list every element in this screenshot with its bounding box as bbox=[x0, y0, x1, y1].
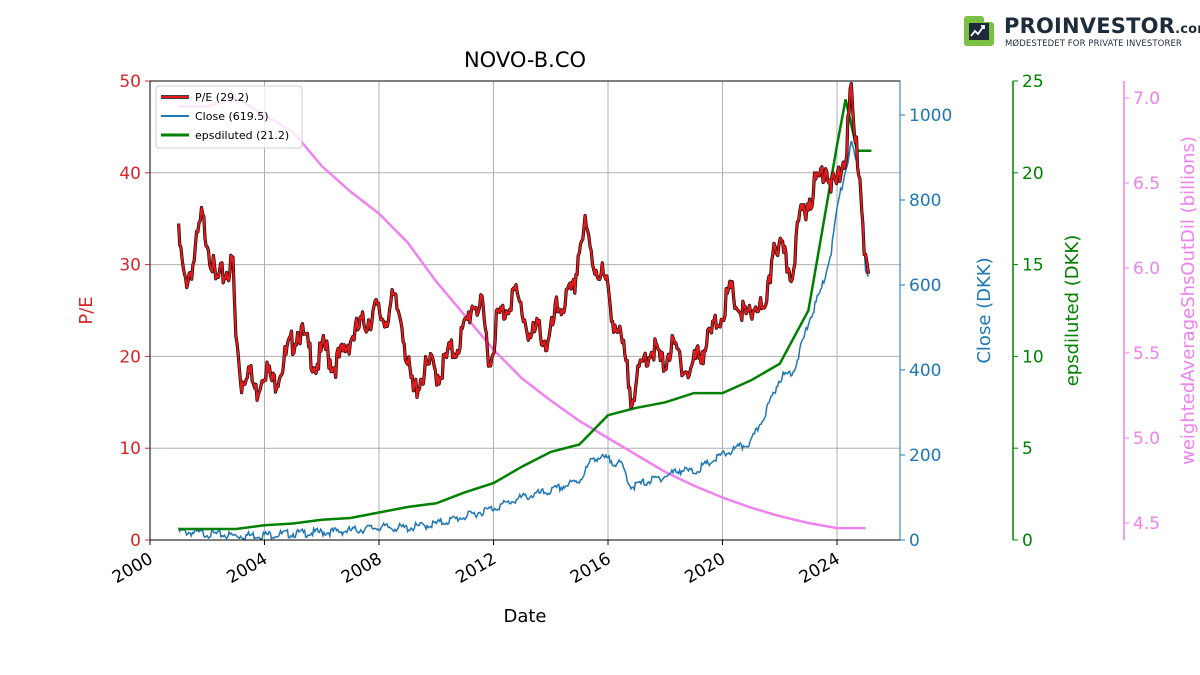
eps-axis-label: epsdiluted (DKK) bbox=[1062, 235, 1083, 387]
pe-series-line bbox=[177, 82, 870, 409]
legend-label: P/E (29.2) bbox=[195, 91, 249, 104]
pe-tick-label: 0 bbox=[130, 531, 141, 551]
close-tick-label: 600 bbox=[909, 276, 941, 296]
eps-tick-label: 20 bbox=[1022, 164, 1044, 184]
x-tick-label: 2020 bbox=[682, 549, 729, 588]
x-tick-label: 2016 bbox=[567, 549, 614, 588]
shares-tick-label: 5.0 bbox=[1133, 429, 1160, 449]
proinvestor-logo[interactable]: PROINVESTOR.com MØDESTEDET FOR PRIVATE I… bbox=[958, 8, 1200, 54]
pe-tick-label: 40 bbox=[119, 164, 141, 184]
shares-tick-label: 4.5 bbox=[1133, 514, 1160, 534]
x-tick-label: 2008 bbox=[338, 549, 385, 588]
eps-tick-label: 15 bbox=[1022, 256, 1044, 276]
plot-area bbox=[177, 81, 872, 541]
eps-series-line bbox=[178, 99, 872, 531]
close-axis-label: Close (DKK) bbox=[974, 257, 995, 363]
close-tick-label: 800 bbox=[909, 191, 941, 211]
shares-tick-label: 6.5 bbox=[1133, 174, 1160, 194]
close-tick-label: 400 bbox=[909, 361, 941, 381]
x-tick-label: 2012 bbox=[453, 549, 500, 588]
plot-frame bbox=[149, 80, 901, 541]
grid-lines bbox=[149, 80, 900, 541]
chart-title: NOVO-B.CO bbox=[464, 48, 586, 72]
pe-tick-label: 50 bbox=[119, 72, 141, 92]
shares-axis-label: weightedAverageShsOutDil (billions) bbox=[1178, 136, 1199, 465]
shares-tick-label: 6.0 bbox=[1133, 259, 1160, 279]
legend-box bbox=[155, 85, 303, 149]
shares-tick-label: 5.5 bbox=[1133, 344, 1160, 364]
x-tick-label: 2000 bbox=[109, 549, 156, 588]
close-series-line bbox=[177, 140, 870, 541]
x-tick-label: 2024 bbox=[796, 549, 843, 588]
logo-chart-icon bbox=[964, 16, 994, 46]
eps-tick-label: 25 bbox=[1022, 72, 1044, 92]
shares-tick-label: 7.0 bbox=[1133, 89, 1160, 109]
close-tick-label: 0 bbox=[909, 531, 920, 551]
pe-tick-label: 30 bbox=[119, 256, 141, 276]
legend-label: Close (619.5) bbox=[195, 110, 269, 123]
pe-tick-label: 20 bbox=[119, 347, 141, 367]
pe-tick-label: 10 bbox=[119, 439, 141, 459]
x-axis-label: Date bbox=[503, 606, 546, 627]
legend-label: epsdiluted (21.2) bbox=[195, 129, 289, 142]
close-tick-label: 200 bbox=[909, 446, 941, 466]
eps-tick-label: 10 bbox=[1022, 347, 1044, 367]
eps-tick-label: 0 bbox=[1022, 531, 1033, 551]
close-tick-label: 1000 bbox=[909, 106, 952, 126]
axes: 2000 2004 2008 2012 2016 2020 202401020304050P… bbox=[76, 72, 1199, 588]
brand-tagline: MØDESTEDET FOR PRIVATE INVESTORER bbox=[1005, 39, 1182, 49]
pe-axis-label: P/E bbox=[76, 296, 97, 324]
x-tick-label: 2004 bbox=[224, 549, 271, 588]
eps-tick-label: 5 bbox=[1022, 439, 1033, 459]
brand-name: PROINVESTOR.com bbox=[1004, 14, 1200, 38]
legend: P/E (29.2) Close (619.5) epsdiluted (21.2) bbox=[155, 85, 303, 149]
